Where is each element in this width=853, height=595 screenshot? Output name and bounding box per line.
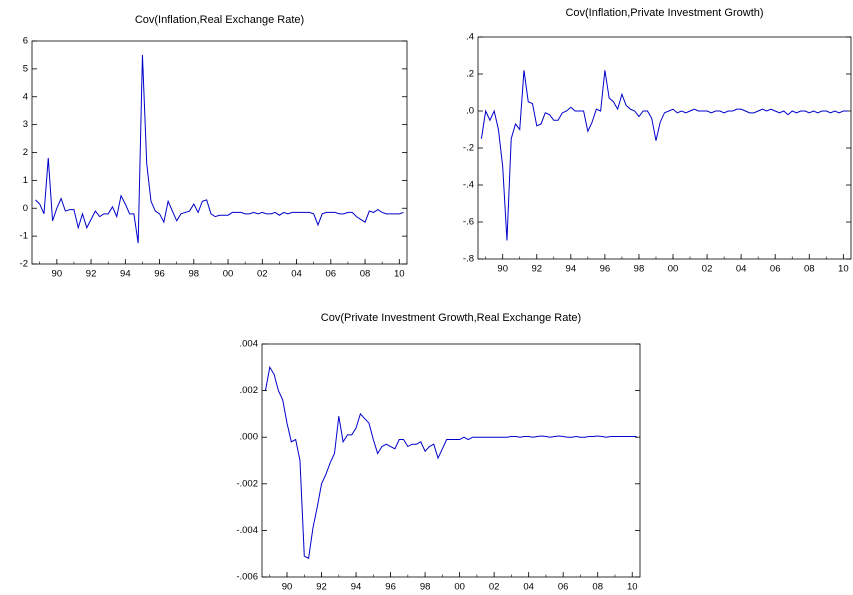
plot-frame: [477, 36, 852, 260]
y-tick-label: -.4: [463, 180, 474, 191]
y-tick-label: -.002: [236, 478, 258, 489]
x-tick-label: 04: [523, 582, 534, 593]
y-tick-label: -.006: [236, 572, 258, 583]
data-line: [480, 70, 848, 241]
x-tick-label: 06: [770, 264, 781, 275]
x-tick-label: 08: [360, 269, 371, 280]
x-tick-label: 98: [420, 582, 431, 593]
y-tick-label: .0: [466, 106, 474, 117]
y-tick-label: 0: [23, 203, 28, 214]
chart-title: Cov(Private Investment Growth,Real Excha…: [321, 312, 581, 324]
x-tick-label: 06: [558, 582, 569, 593]
y-tick-label: .2: [466, 69, 474, 80]
x-tick-label: 90: [52, 269, 63, 280]
x-tick-label: 96: [154, 269, 165, 280]
x-tick-label: 94: [566, 264, 577, 275]
y-tick-label: -2: [20, 259, 28, 270]
y-tick-label: -.2: [463, 143, 474, 154]
x-tick-label: 92: [531, 264, 542, 275]
x-tick-label: 04: [291, 269, 302, 280]
y-tick-label: -.6: [463, 217, 474, 228]
y-tick-label: 5: [23, 63, 28, 74]
x-tick-label: 94: [351, 582, 362, 593]
plot-frame: [261, 343, 641, 578]
x-tick-label: 98: [634, 264, 645, 275]
y-tick-label: .002: [240, 385, 259, 396]
plot-frame: [31, 40, 408, 265]
x-tick-label: 92: [316, 582, 327, 593]
y-tick-label: -.004: [236, 525, 258, 536]
x-tick-label: 02: [257, 269, 268, 280]
x-tick-label: 10: [627, 582, 638, 593]
data-line: [264, 365, 637, 560]
x-tick-label: 90: [282, 582, 293, 593]
y-tick-label: 3: [23, 119, 28, 130]
x-tick-label: 06: [326, 269, 337, 280]
x-tick-label: 98: [189, 269, 200, 280]
x-tick-label: 02: [702, 264, 713, 275]
x-tick-label: 00: [223, 269, 234, 280]
x-tick-label: 92: [86, 269, 97, 280]
chart-title: Cov(Inflation,Real Exchange Rate): [135, 14, 304, 26]
y-tick-label: .4: [466, 32, 474, 43]
chart-title: Cov(Inflation,Private Investment Growth): [565, 7, 763, 19]
y-tick-label: 6: [23, 36, 28, 47]
x-tick-label: 02: [489, 582, 500, 593]
x-tick-label: 04: [736, 264, 747, 275]
data-line: [35, 54, 404, 244]
x-tick-label: 96: [600, 264, 611, 275]
y-tick-label: .000: [240, 432, 259, 443]
x-tick-label: 90: [497, 264, 508, 275]
x-tick-label: 10: [838, 264, 849, 275]
x-tick-label: 94: [120, 269, 131, 280]
y-tick-label: -1: [20, 231, 28, 242]
y-tick-label: 4: [23, 91, 28, 102]
y-tick-label: -.8: [463, 254, 474, 265]
x-tick-label: 08: [804, 264, 815, 275]
x-tick-label: 08: [592, 582, 603, 593]
y-tick-label: .004: [240, 339, 259, 350]
x-tick-label: 00: [454, 582, 465, 593]
y-tick-label: 2: [23, 147, 28, 158]
y-tick-label: 1: [23, 175, 28, 186]
x-tick-label: 00: [668, 264, 679, 275]
x-tick-label: 10: [394, 269, 405, 280]
x-tick-label: 96: [385, 582, 396, 593]
